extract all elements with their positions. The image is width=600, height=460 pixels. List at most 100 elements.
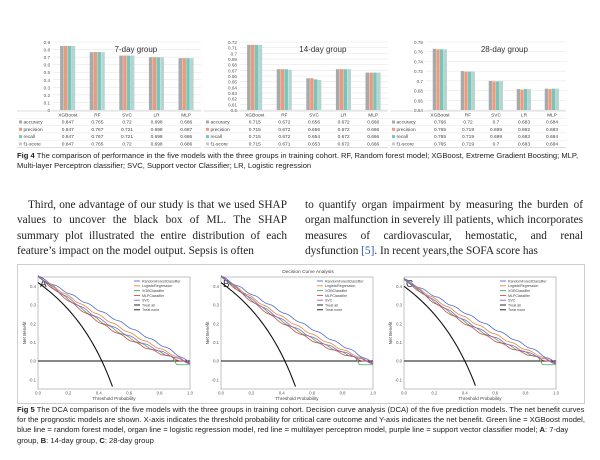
fig4-charts: 0 0.1 0.2 0.3 0.4 0.5 0.6 0.7 0.8 0.9 7-day group X… bbox=[17, 40, 566, 148]
table-value: 0.672 bbox=[338, 142, 350, 148]
bar-recall bbox=[156, 57, 161, 110]
legend-swatch-precision bbox=[19, 127, 22, 131]
table-value: 0.72 bbox=[463, 120, 473, 126]
body-paragraph-right: to quantify organ impairment by measurin… bbox=[305, 198, 583, 260]
table-model-label: LR bbox=[521, 113, 528, 119]
fig5-panel-C: 0.4 0.3 0.2 0.1 0.0 -0.1 0.0 0.2 0.4 0.6 0.8 1.0 Thr… bbox=[388, 276, 560, 401]
legend-label-precision: precision bbox=[397, 127, 417, 133]
y-tick-label: 0.62 bbox=[228, 97, 237, 102]
table-value: 0.666 bbox=[367, 142, 379, 148]
table-value: 0.699 bbox=[490, 134, 502, 140]
table-value: 0.686 bbox=[180, 120, 192, 126]
legend-label: RandomForestClassifier bbox=[325, 279, 364, 283]
y-tick-label: 0.3 bbox=[30, 303, 36, 308]
table-value: 0.666 bbox=[367, 120, 379, 126]
legend-swatch-f1-score bbox=[392, 142, 395, 146]
plot-frame bbox=[37, 276, 191, 390]
bar-accuracy bbox=[119, 55, 123, 110]
y-tick-label: 0.69 bbox=[228, 57, 237, 62]
x-tick-label: 0.6 bbox=[492, 391, 498, 396]
y-tick-label: 0.63 bbox=[228, 91, 237, 96]
y-tick-label: 0.76 bbox=[414, 50, 423, 55]
dca-curve-LogisticRegression bbox=[403, 277, 557, 365]
legend-label-recall: recall bbox=[24, 134, 35, 140]
fig5-caption-b: B bbox=[40, 435, 47, 445]
y-tick-label: 0.1 bbox=[213, 340, 219, 345]
reference-link-5[interactable]: [5] bbox=[361, 245, 375, 258]
legend-swatch-f1-score bbox=[206, 142, 209, 146]
x-tick-label: 0.4 bbox=[96, 391, 102, 396]
bar-accuracy bbox=[178, 58, 183, 110]
table-value: 0.72 bbox=[122, 120, 132, 126]
fig4-caption-label: Fig 4 bbox=[17, 151, 35, 160]
x-axis-label: Threshold Probability bbox=[275, 396, 319, 401]
legend-swatch-f1-score bbox=[19, 142, 22, 146]
fig4-chart-2: 0.60.610.620.630.640.650.660.670.680.690… bbox=[204, 40, 388, 148]
table-value: 0.715 bbox=[249, 142, 261, 148]
table-value: 0.698 bbox=[151, 120, 163, 126]
table-model-label: MLP bbox=[181, 113, 191, 119]
bar-precision bbox=[152, 57, 157, 110]
legend-label: LogisticRegression bbox=[508, 284, 538, 288]
bar-accuracy bbox=[276, 69, 281, 110]
fig5-suptitle: Decision Curve Analysis bbox=[282, 269, 334, 275]
legend-label: XGBClassifier bbox=[508, 289, 531, 293]
x-tick-label: 0.8 bbox=[157, 391, 163, 396]
legend-swatch-precision bbox=[392, 127, 395, 131]
treat-all-line bbox=[403, 285, 476, 386]
x-tick-label: 0.0 bbox=[401, 391, 407, 396]
bar-accuracy bbox=[247, 44, 251, 111]
table-value: 0.719 bbox=[462, 142, 474, 148]
table-value: 0.656 bbox=[308, 127, 320, 133]
y-tick-label: 0.64 bbox=[228, 85, 237, 90]
bar-accuracy bbox=[148, 57, 153, 110]
y-axis-label: Net Benefit bbox=[22, 321, 27, 344]
table-value: 0.684 bbox=[546, 134, 558, 140]
dca-curve-LogisticRegression bbox=[37, 275, 191, 365]
fig5-caption-b-text: : 14-day group, bbox=[46, 435, 100, 445]
table-value: 0.687 bbox=[180, 127, 192, 133]
y-tick-label: 0.64 bbox=[414, 108, 423, 113]
table-value: 0.847 bbox=[62, 142, 74, 148]
panel-letter: A bbox=[40, 279, 47, 290]
legend-label: Treat none bbox=[508, 308, 525, 312]
bar-precision bbox=[93, 52, 98, 110]
table-value: 0.671 bbox=[278, 142, 290, 148]
bar-precision bbox=[520, 89, 524, 110]
fig5-caption-a: A bbox=[539, 425, 546, 435]
body-column-right: to quantify organ impairment by measurin… bbox=[305, 198, 583, 260]
dca-curve-RandomForestClassifier bbox=[403, 278, 557, 364]
table-value: 0.683 bbox=[546, 127, 558, 133]
y-tick-label: 0.4 bbox=[213, 284, 219, 289]
bar-recall bbox=[524, 89, 528, 110]
table-value: 0.7 bbox=[493, 142, 500, 148]
plot-frame bbox=[403, 276, 557, 390]
y-tick-label: 0.6 bbox=[44, 63, 51, 68]
table-value: 0.672 bbox=[338, 120, 350, 126]
y-tick-label: 0 bbox=[47, 108, 50, 113]
dca-curve-SVC bbox=[403, 277, 557, 365]
chart-title: 14-day group bbox=[299, 45, 347, 54]
table-value: 0.766 bbox=[434, 120, 446, 126]
y-tick-label: 0.3 bbox=[396, 303, 402, 308]
legend-label: MLPClassifier bbox=[325, 294, 348, 298]
legend-label: Treat all bbox=[508, 303, 521, 307]
y-tick-label: 0.4 bbox=[44, 78, 51, 83]
table-value: 0.719 bbox=[462, 127, 474, 133]
fig5-panel-A: 0.4 0.3 0.2 0.1 0.0 -0.1 0.0 0.2 0.4 0.6 0.8 1.0 Thr… bbox=[22, 275, 194, 401]
fig5-panel-B: 0.4 0.3 0.2 0.1 0.0 -0.1 0.0 0.2 0.4 0.6 0.8 1.0 Thr… bbox=[205, 275, 377, 401]
legend-label: Treat all bbox=[325, 303, 338, 307]
y-tick-label: 0.2 bbox=[44, 93, 51, 98]
y-tick-label: 0.61 bbox=[228, 102, 237, 107]
legend-swatch-accuracy bbox=[392, 120, 395, 124]
bar-accuracy bbox=[432, 48, 437, 110]
table-value: 0.7 bbox=[493, 120, 500, 126]
y-tick-label: 0.66 bbox=[228, 74, 237, 79]
table-value: 0.653 bbox=[308, 142, 320, 148]
bar-precision bbox=[492, 81, 496, 110]
x-tick-label: 0.0 bbox=[35, 391, 41, 396]
y-tick-label: 0.68 bbox=[414, 89, 423, 94]
table-value: 0.715 bbox=[249, 127, 261, 133]
x-axis-label: Threshold Probability bbox=[458, 396, 502, 401]
table-model-label: SVC bbox=[122, 113, 132, 119]
